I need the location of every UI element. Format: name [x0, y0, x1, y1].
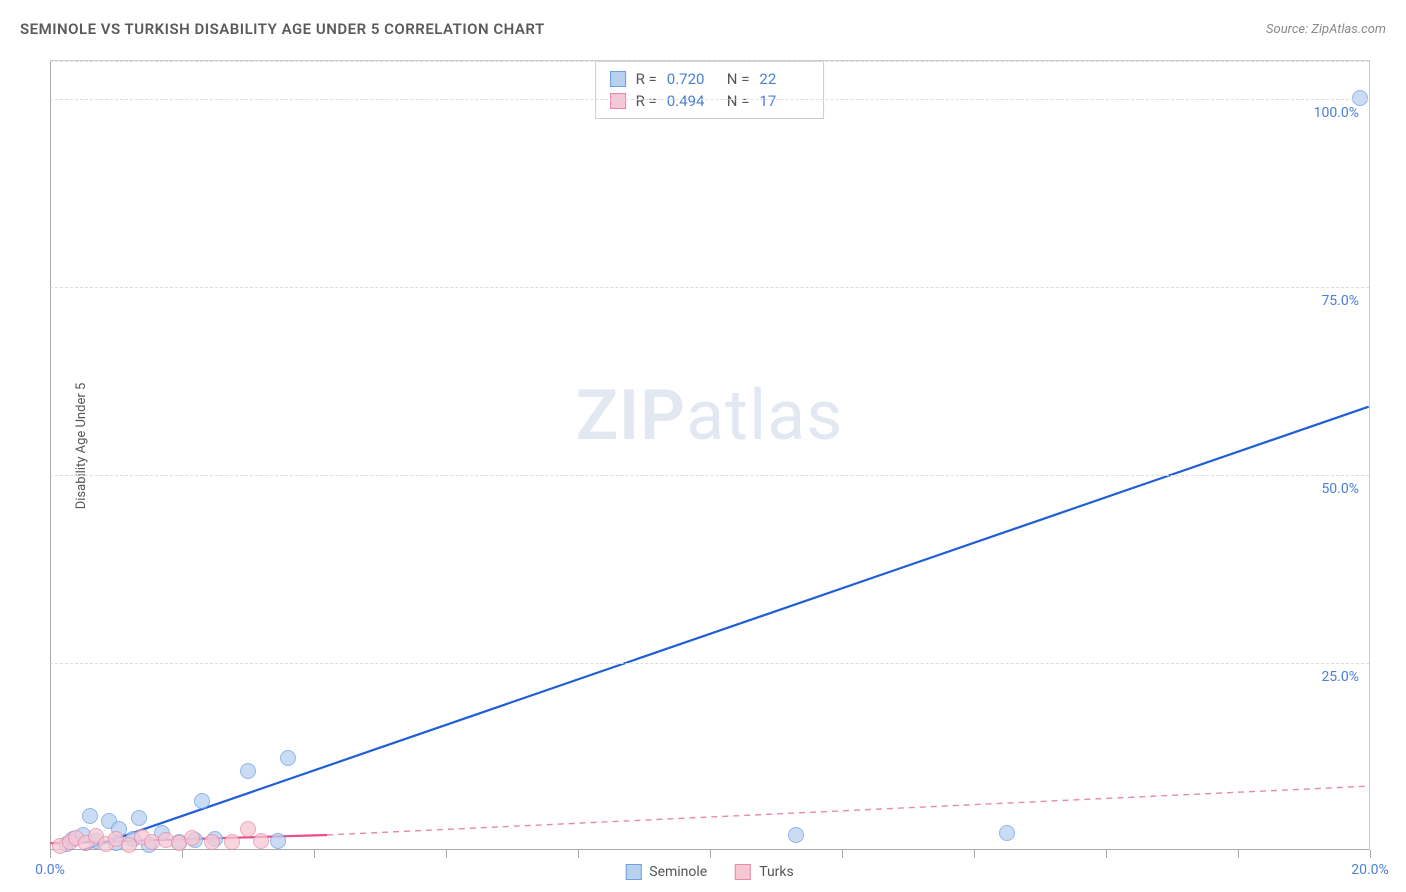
- scatter-point: [240, 763, 256, 779]
- stat-r-label: R =: [636, 92, 657, 110]
- x-tick: [1370, 850, 1371, 858]
- x-tick: [50, 850, 51, 858]
- gridline: [50, 287, 1369, 288]
- scatter-point: [184, 830, 200, 846]
- stat-r-value: 0.494: [667, 92, 717, 110]
- chart-header: SEMINOLE VS TURKISH DISABILITY AGE UNDER…: [20, 20, 1386, 38]
- correlation-stats-box: R = 0.720 N = 22 R = 0.494 N = 17: [595, 61, 825, 119]
- y-tick-label: 25.0%: [1321, 669, 1359, 685]
- y-tick-label: 75.0%: [1321, 293, 1359, 309]
- series-swatch: [610, 71, 626, 87]
- gridline: [50, 61, 1369, 62]
- x-tick: [842, 850, 843, 858]
- x-tick: [578, 850, 579, 858]
- stats-row: R = 0.720 N = 22: [610, 68, 810, 90]
- x-tick: [446, 850, 447, 858]
- stat-n-label: N =: [727, 70, 750, 88]
- scatter-point: [788, 827, 804, 843]
- x-tick: [710, 850, 711, 858]
- series-swatch: [610, 93, 626, 109]
- scatter-point: [999, 825, 1015, 841]
- legend-label: Turks: [759, 864, 794, 880]
- x-tick: [974, 850, 975, 858]
- gridline: [50, 475, 1369, 476]
- stat-r-label: R =: [636, 70, 657, 88]
- stat-r-value: 0.720: [667, 70, 717, 88]
- gridline: [50, 663, 1369, 664]
- stat-n-value: 17: [759, 92, 809, 110]
- gridline: [50, 99, 1369, 100]
- x-tick-label: 20.0%: [1351, 862, 1389, 878]
- scatter-point: [194, 793, 210, 809]
- scatter-point: [82, 808, 98, 824]
- scatter-point: [204, 834, 220, 850]
- scatter-point: [253, 833, 269, 849]
- y-tick-label: 100.0%: [1314, 105, 1359, 121]
- scatter-point: [224, 834, 240, 850]
- stats-row: R = 0.494 N = 17: [610, 90, 810, 112]
- stat-n-value: 22: [759, 70, 809, 88]
- scatter-point: [280, 750, 296, 766]
- stat-n-label: N =: [727, 92, 750, 110]
- legend-label: Seminole: [649, 864, 707, 880]
- x-tick-label: 0.0%: [35, 862, 65, 878]
- x-tick: [182, 850, 183, 858]
- x-tick: [1238, 850, 1239, 858]
- chart-source: Source: ZipAtlas.com: [1266, 22, 1386, 37]
- legend-item: Turks: [735, 864, 794, 880]
- chart-plot-area: ZIPatlas R = 0.720 N = 22 R = 0.494 N = …: [50, 60, 1370, 850]
- legend-swatch: [625, 864, 641, 880]
- x-tick: [1106, 850, 1107, 858]
- legend-item: Seminole: [625, 864, 707, 880]
- scatter-layer: [50, 61, 1369, 850]
- series-legend: Seminole Turks: [625, 864, 793, 880]
- scatter-point: [131, 810, 147, 826]
- chart-title: SEMINOLE VS TURKISH DISABILITY AGE UNDER…: [20, 20, 545, 38]
- y-tick-label: 50.0%: [1321, 481, 1359, 497]
- x-tick: [314, 850, 315, 858]
- scatter-point: [240, 821, 256, 837]
- scatter-point: [270, 833, 286, 849]
- legend-swatch: [735, 864, 751, 880]
